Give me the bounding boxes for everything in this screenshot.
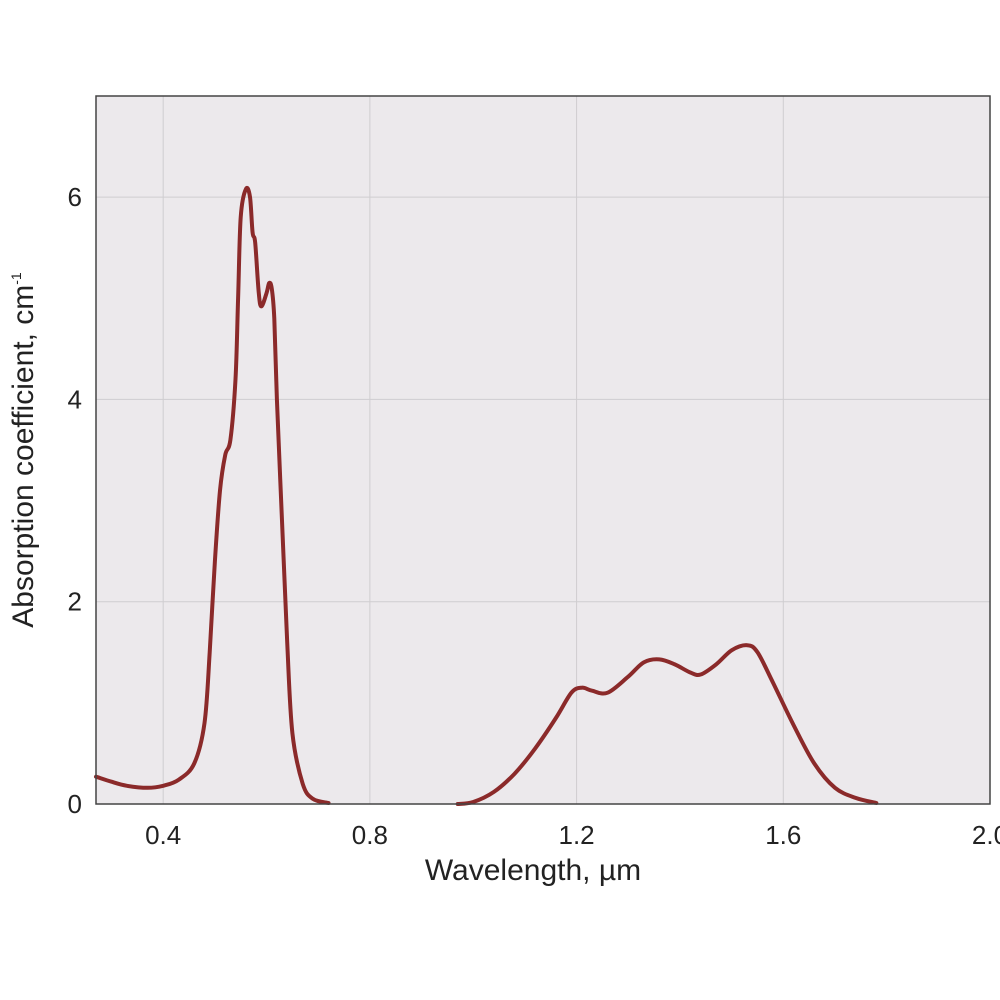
x-tick-label: 0.8 bbox=[352, 820, 388, 850]
y-axis-label-sup: -1 bbox=[8, 272, 24, 285]
x-tick-label: 0.4 bbox=[145, 820, 181, 850]
y-axis-label-main: Absorption coefficient, cm bbox=[7, 285, 40, 628]
y-tick-label: 2 bbox=[68, 587, 82, 617]
y-tick-labels: 0 2 4 6 bbox=[68, 182, 82, 819]
y-tick-label: 0 bbox=[68, 789, 82, 819]
x-axis-label: Wavelength, µm bbox=[425, 854, 641, 887]
y-axis-label: Absorption coefficient, cm-1 bbox=[7, 272, 40, 628]
series-layer bbox=[94, 185, 879, 806]
series-line bbox=[455, 643, 879, 806]
plot-area bbox=[96, 96, 990, 804]
y-tick-label: 4 bbox=[68, 384, 82, 414]
x-tick-labels: 0.4 0.8 1.2 1.6 2.0 bbox=[145, 820, 1000, 850]
y-tick-label: 6 bbox=[68, 182, 82, 212]
x-tick-label: 1.2 bbox=[559, 820, 595, 850]
series-line bbox=[94, 185, 331, 805]
plot-frame bbox=[95, 95, 991, 805]
x-tick-label: 1.6 bbox=[765, 820, 801, 850]
x-tick-label: 2.0 bbox=[972, 820, 1000, 850]
